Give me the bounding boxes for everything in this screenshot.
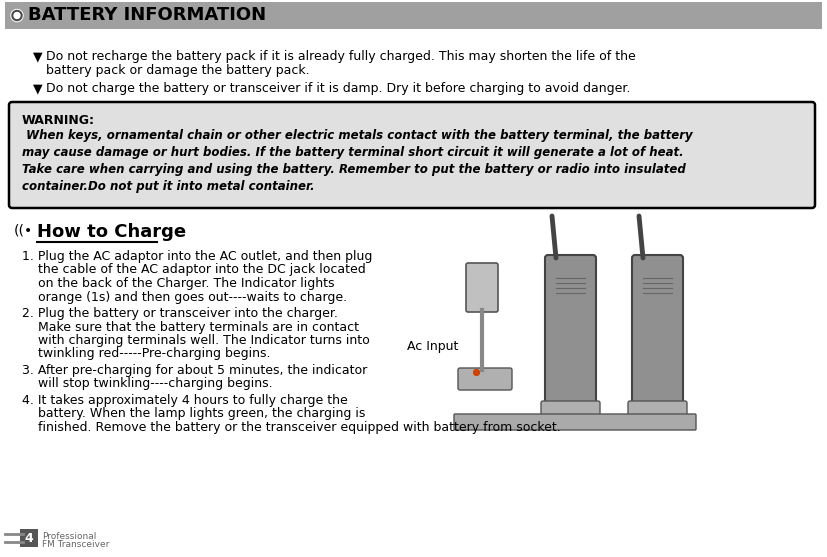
Text: Make sure that the battery terminals are in contact: Make sure that the battery terminals are… xyxy=(22,320,359,334)
Text: will stop twinkling----charging begins.: will stop twinkling----charging begins. xyxy=(22,378,273,390)
Text: with charging terminals well. The Indicator turns into: with charging terminals well. The Indica… xyxy=(22,334,370,347)
Text: the cable of the AC adaptor into the DC jack located: the cable of the AC adaptor into the DC … xyxy=(22,263,366,276)
Text: ▼: ▼ xyxy=(33,82,43,95)
Text: Take care when carrying and using the battery. Remember to put the battery or ra: Take care when carrying and using the ba… xyxy=(22,163,686,176)
Text: 1. Plug the AC adaptor into the AC outlet, and then plug: 1. Plug the AC adaptor into the AC outle… xyxy=(22,250,372,263)
Text: 4: 4 xyxy=(25,531,33,545)
FancyBboxPatch shape xyxy=(9,102,815,208)
Text: finished. Remove the battery or the transceiver equipped with battery from socke: finished. Remove the battery or the tran… xyxy=(22,421,561,434)
Text: 4. It takes approximately 4 hours to fully charge the: 4. It takes approximately 4 hours to ful… xyxy=(22,394,347,407)
FancyBboxPatch shape xyxy=(632,255,683,406)
Circle shape xyxy=(14,12,20,18)
Text: ((•: ((• xyxy=(14,223,33,237)
FancyBboxPatch shape xyxy=(466,263,498,312)
Text: battery pack or damage the battery pack.: battery pack or damage the battery pack. xyxy=(46,64,309,77)
FancyBboxPatch shape xyxy=(545,255,596,406)
Text: How to Charge: How to Charge xyxy=(37,223,186,241)
FancyBboxPatch shape xyxy=(541,401,600,423)
Text: on the back of the Charger. The Indicator lights: on the back of the Charger. The Indicato… xyxy=(22,277,334,290)
Text: battery. When the lamp lights green, the charging is: battery. When the lamp lights green, the… xyxy=(22,408,366,421)
FancyBboxPatch shape xyxy=(458,368,512,390)
FancyBboxPatch shape xyxy=(20,529,38,547)
Circle shape xyxy=(12,11,22,21)
Text: orange (1s) and then goes out----waits to charge.: orange (1s) and then goes out----waits t… xyxy=(22,291,347,304)
FancyBboxPatch shape xyxy=(628,401,687,423)
Text: 3. After pre-charging for about 5 minutes, the indicator: 3. After pre-charging for about 5 minute… xyxy=(22,364,367,377)
Text: Ac Input: Ac Input xyxy=(407,340,458,353)
FancyBboxPatch shape xyxy=(454,414,696,430)
Text: When keys, ornamental chain or other electric metals contact with the battery te: When keys, ornamental chain or other ele… xyxy=(22,129,693,142)
Text: container.Do not put it into metal container.: container.Do not put it into metal conta… xyxy=(22,180,314,193)
Text: BATTERY INFORMATION: BATTERY INFORMATION xyxy=(28,7,266,25)
Text: Do not recharge the battery pack if it is already fully charged. This may shorte: Do not recharge the battery pack if it i… xyxy=(46,50,636,63)
Text: may cause damage or hurt bodies. If the battery terminal short circuit it will g: may cause damage or hurt bodies. If the … xyxy=(22,146,684,159)
Text: FM Transceiver: FM Transceiver xyxy=(42,540,109,549)
Text: Do not charge the battery or transceiver if it is damp. Dry it before charging t: Do not charge the battery or transceiver… xyxy=(46,82,630,95)
Text: twinkling red-----Pre-charging begins.: twinkling red-----Pre-charging begins. xyxy=(22,348,270,360)
Text: WARNING:: WARNING: xyxy=(22,114,95,127)
Text: ▼: ▼ xyxy=(33,50,43,63)
Circle shape xyxy=(11,9,23,22)
Text: Professional: Professional xyxy=(42,532,97,541)
Text: 2. Plug the battery or transceiver into the charger.: 2. Plug the battery or transceiver into … xyxy=(22,307,338,320)
FancyBboxPatch shape xyxy=(5,2,822,29)
